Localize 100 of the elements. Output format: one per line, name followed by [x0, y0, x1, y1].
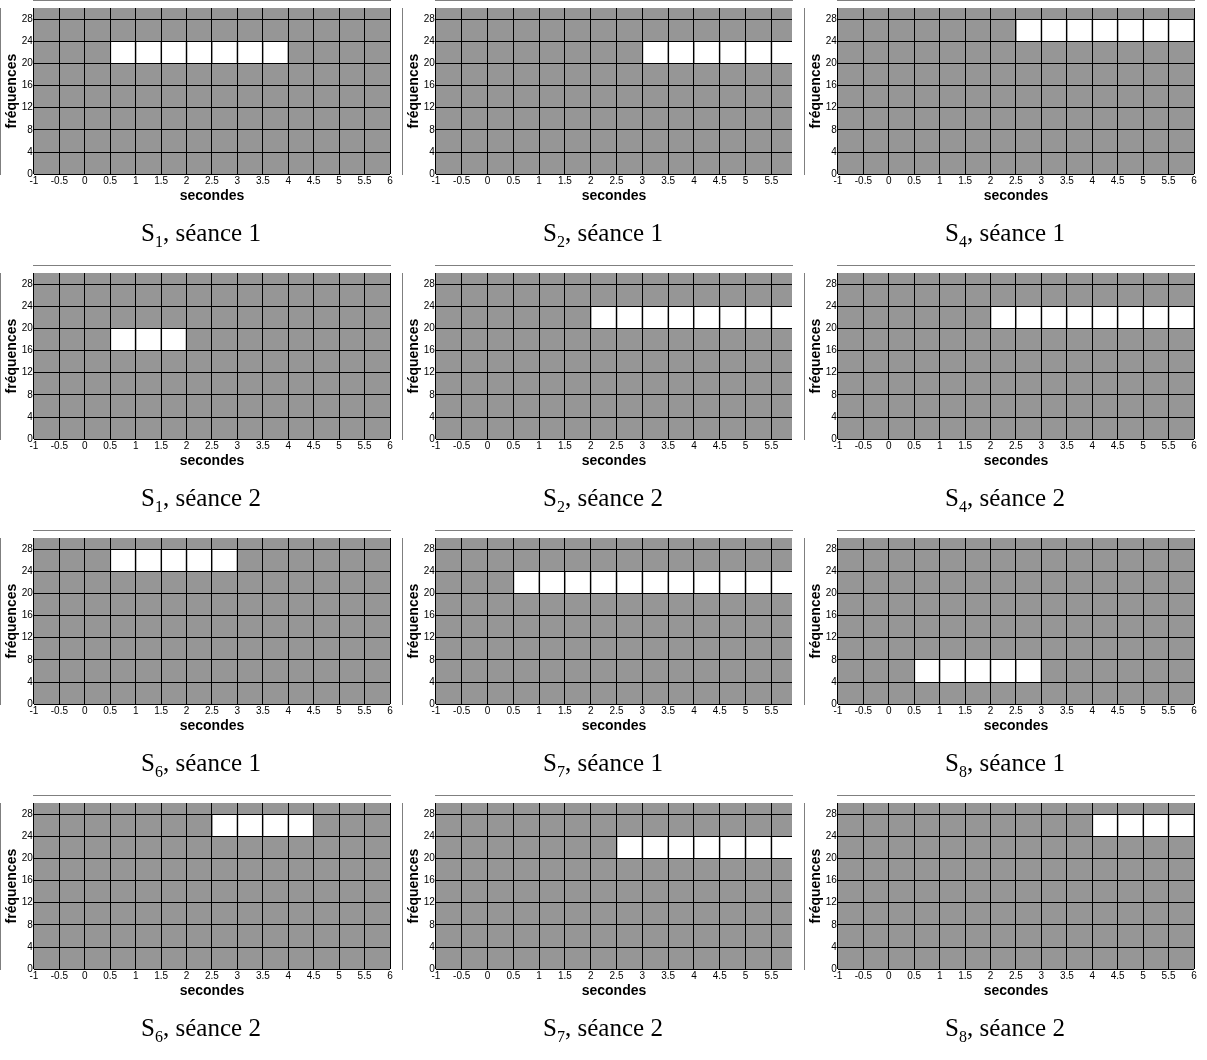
x-axis-title: secondes	[581, 982, 647, 999]
x-tick-label: 2.5	[609, 704, 624, 716]
y-tick-label: 24	[21, 299, 34, 311]
x-axis-title: secondes	[179, 717, 245, 734]
text: S$_{1}$, séance 1	[140, 219, 262, 251]
x-tick-label: 5.5	[1161, 704, 1176, 716]
x-tick-label: 3.5	[661, 439, 676, 451]
y-tick-label: 4	[27, 410, 34, 422]
text: S$_{2}$, séance 2	[542, 484, 664, 516]
x-tick-label: 2	[987, 969, 994, 981]
x-tick-label: 0	[886, 969, 893, 981]
x-axis-title: secondes	[983, 452, 1049, 469]
y-axis-title: fréquences	[3, 583, 20, 659]
x-tick-label: 1.5	[557, 969, 573, 981]
x-tick-label: 4	[285, 704, 292, 716]
x-tick-label: 3.5	[661, 704, 676, 716]
x-tick-label: 4.5	[1110, 174, 1126, 186]
y-axis-title: fréquences	[3, 848, 20, 924]
x-tick-label: 2.5	[1009, 439, 1024, 451]
x-tick-label: 3.5	[255, 174, 271, 186]
x-tick-label: 5.5	[1161, 439, 1176, 451]
y-tick-label: 4	[831, 940, 838, 952]
text: S$_{8}$, séance 1	[944, 749, 1066, 781]
y-tick-label: 16	[21, 79, 34, 91]
x-tick-label: 2.5	[205, 704, 220, 716]
x-tick-label: 0.5	[506, 439, 521, 451]
y-tick-label: 12	[21, 631, 34, 643]
x-tick-label: 2.5	[609, 439, 624, 451]
y-tick-label: 12	[423, 631, 436, 643]
x-tick-label: -0.5	[453, 704, 471, 716]
y-tick-label: 24	[825, 564, 838, 576]
x-tick-label: 2.5	[205, 439, 220, 451]
y-tick-label: 24	[825, 829, 838, 841]
x-tick-label: -0.5	[854, 969, 873, 981]
x-tick-label: 2.5	[1009, 704, 1024, 716]
x-tick-label: 0.5	[103, 969, 118, 981]
x-tick-label: -0.5	[453, 439, 471, 451]
y-tick-label: 16	[825, 874, 838, 886]
x-tick-label: 4	[1089, 704, 1096, 716]
x-tick-label: 0	[82, 704, 89, 716]
y-axis-title: fréquences	[807, 848, 824, 924]
x-tick-label: 2	[183, 969, 190, 981]
x-tick-label: 0.5	[506, 704, 521, 716]
y-tick-label: 8	[831, 388, 838, 400]
y-tick-label: 4	[429, 675, 436, 687]
y-axis-title: fréquences	[3, 53, 20, 129]
x-tick-label: -0.5	[453, 174, 471, 186]
y-tick-label: 12	[423, 101, 436, 113]
x-tick-label: 3	[234, 174, 241, 186]
x-tick-label: 4	[691, 704, 698, 716]
y-axis-title: fréquences	[405, 53, 422, 129]
x-tick-label: 6	[387, 704, 394, 716]
x-tick-label: 6	[1191, 704, 1198, 716]
x-axis-title: secondes	[581, 717, 647, 734]
y-tick-label: 4	[831, 145, 838, 157]
x-axis-title: secondes	[983, 717, 1049, 734]
y-tick-label: 8	[27, 653, 34, 665]
y-tick-label: 12	[423, 896, 436, 908]
x-tick-label: 0	[886, 439, 893, 451]
y-tick-label: 4	[27, 675, 34, 687]
text: S$_{6}$, séance 2	[140, 1014, 262, 1046]
x-tick-label: 2	[587, 439, 594, 451]
x-tick-label: 3.5	[1059, 969, 1075, 981]
x-tick-label: 5.5	[764, 174, 779, 186]
x-tick-label: 1	[936, 704, 943, 716]
y-axis-title: fréquences	[807, 318, 824, 394]
text: S$_{2}$, séance 1	[542, 219, 664, 251]
x-tick-label: 4	[691, 439, 698, 451]
text: S$_{7}$, séance 2	[542, 1014, 664, 1046]
x-tick-label: 6	[387, 174, 394, 186]
x-tick-label: 1.5	[958, 174, 973, 186]
y-tick-label: 16	[825, 344, 838, 356]
x-tick-label: 3	[639, 704, 646, 716]
x-tick-label: 4.5	[306, 704, 322, 716]
y-tick-label: 24	[423, 829, 436, 841]
x-tick-label: -0.5	[50, 704, 69, 716]
x-tick-label: 2.5	[205, 174, 220, 186]
x-axis-title: secondes	[983, 982, 1049, 999]
x-tick-label: 3	[1038, 174, 1045, 186]
x-axis-title: secondes	[179, 187, 245, 204]
y-tick-label: 28	[423, 12, 436, 24]
text: S$_{6}$, séance 1	[140, 749, 262, 781]
x-tick-label: 4.5	[306, 439, 322, 451]
x-tick-label: 0	[484, 439, 491, 451]
x-tick-label: 0.5	[907, 439, 922, 451]
y-tick-label: 16	[423, 344, 436, 356]
x-tick-label: 6	[387, 439, 394, 451]
x-tick-label: 0.5	[103, 704, 118, 716]
y-tick-label: 24	[21, 564, 34, 576]
x-tick-label: 6	[387, 969, 394, 981]
x-tick-label: 0	[484, 704, 491, 716]
x-tick-label: 0	[484, 969, 491, 981]
y-tick-label: 8	[831, 918, 838, 930]
x-tick-label: 3.5	[1059, 174, 1075, 186]
y-tick-label: 12	[825, 631, 838, 643]
y-axis-title: fréquences	[807, 583, 824, 659]
y-tick-label: 20	[825, 322, 838, 334]
x-tick-label: 1	[132, 439, 139, 451]
x-tick-label: 4.5	[306, 174, 322, 186]
y-tick-label: 8	[27, 918, 34, 930]
